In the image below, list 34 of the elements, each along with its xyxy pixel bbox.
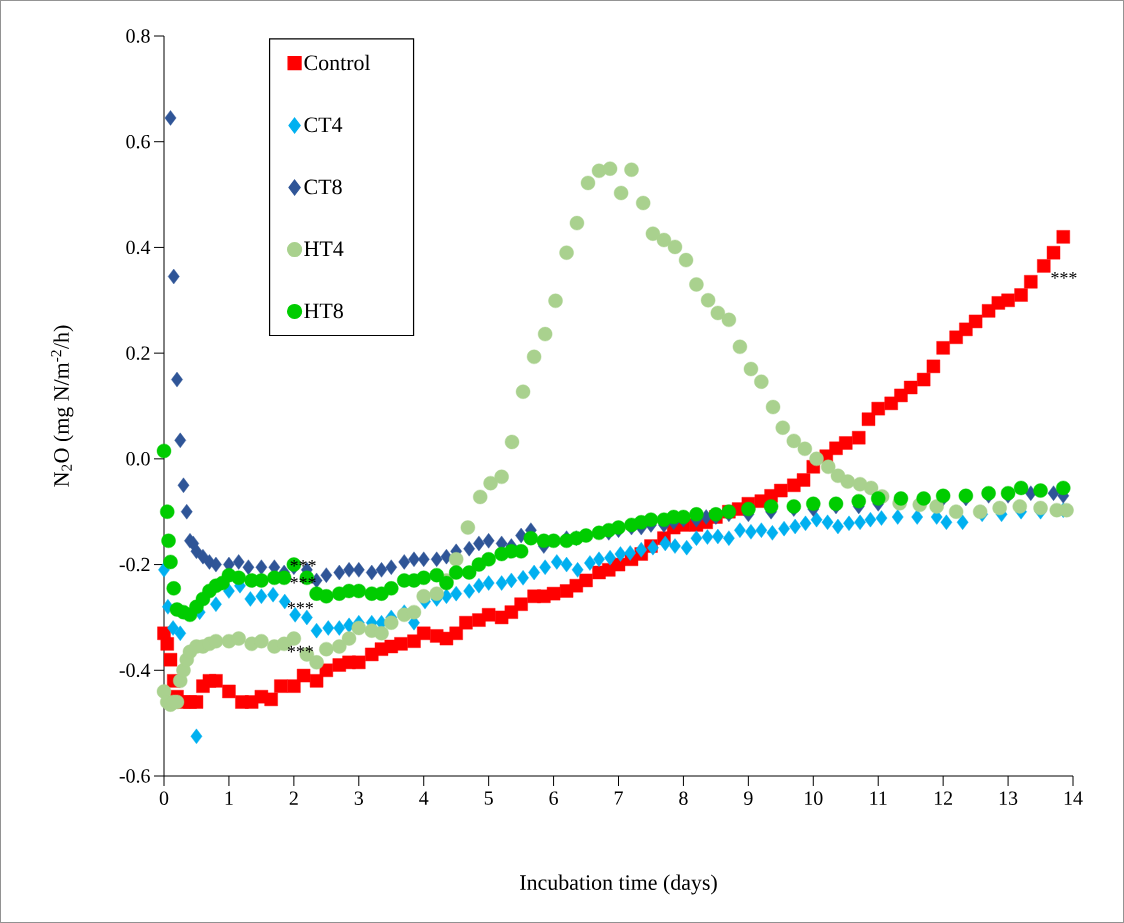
y-tick-label: -0.2 — [119, 557, 150, 572]
y-axis-title: N$_{2}$O (mg N/m$^{-2}$/h) — [51, 325, 74, 487]
y-tick-label: 0.8 — [126, 29, 150, 43]
x-tick-label: 12 — [934, 791, 953, 805]
x-tick-label: 0 — [159, 791, 169, 805]
legend-label: Control — [304, 54, 371, 71]
legend-label: CT4 — [304, 117, 343, 133]
annotation: *** — [287, 602, 313, 609]
x-tick-label: 11 — [870, 791, 887, 805]
x-tick-label: 6 — [549, 791, 558, 805]
legend-label: CT8 — [304, 179, 342, 195]
x-tick-label: 13 — [999, 791, 1018, 805]
x-tick-label: 1 — [225, 791, 233, 805]
x-tick-label: 3 — [354, 791, 363, 805]
y-tick-label: -0.4 — [119, 663, 151, 678]
x-tick-label: 10 — [805, 791, 823, 805]
x-tick-label: 4 — [419, 791, 429, 805]
legend-label: HT4 — [304, 241, 344, 256]
x-tick-label: 7 — [614, 791, 623, 805]
legend-label: HT8 — [304, 303, 343, 319]
annotation: *** — [287, 645, 313, 653]
annotation: *** — [290, 559, 316, 567]
x-tick-label: 8 — [679, 791, 688, 805]
x-axis-title: Incubation time (days) — [520, 874, 717, 895]
y-tick-label: 0.2 — [126, 346, 150, 360]
y-tick-label: 0.6 — [126, 134, 150, 149]
x-tick-label: 9 — [744, 791, 753, 805]
y-tick-label: 0.4 — [126, 240, 151, 255]
y-tick-label: -0.6 — [119, 769, 150, 783]
x-tick-label: 2 — [289, 791, 298, 805]
annotation: *** — [1051, 272, 1077, 279]
x-tick-label: 5 — [484, 791, 493, 805]
y-tick-label: 0.0 — [126, 452, 150, 466]
x-tick-label: 14 — [1064, 791, 1083, 805]
